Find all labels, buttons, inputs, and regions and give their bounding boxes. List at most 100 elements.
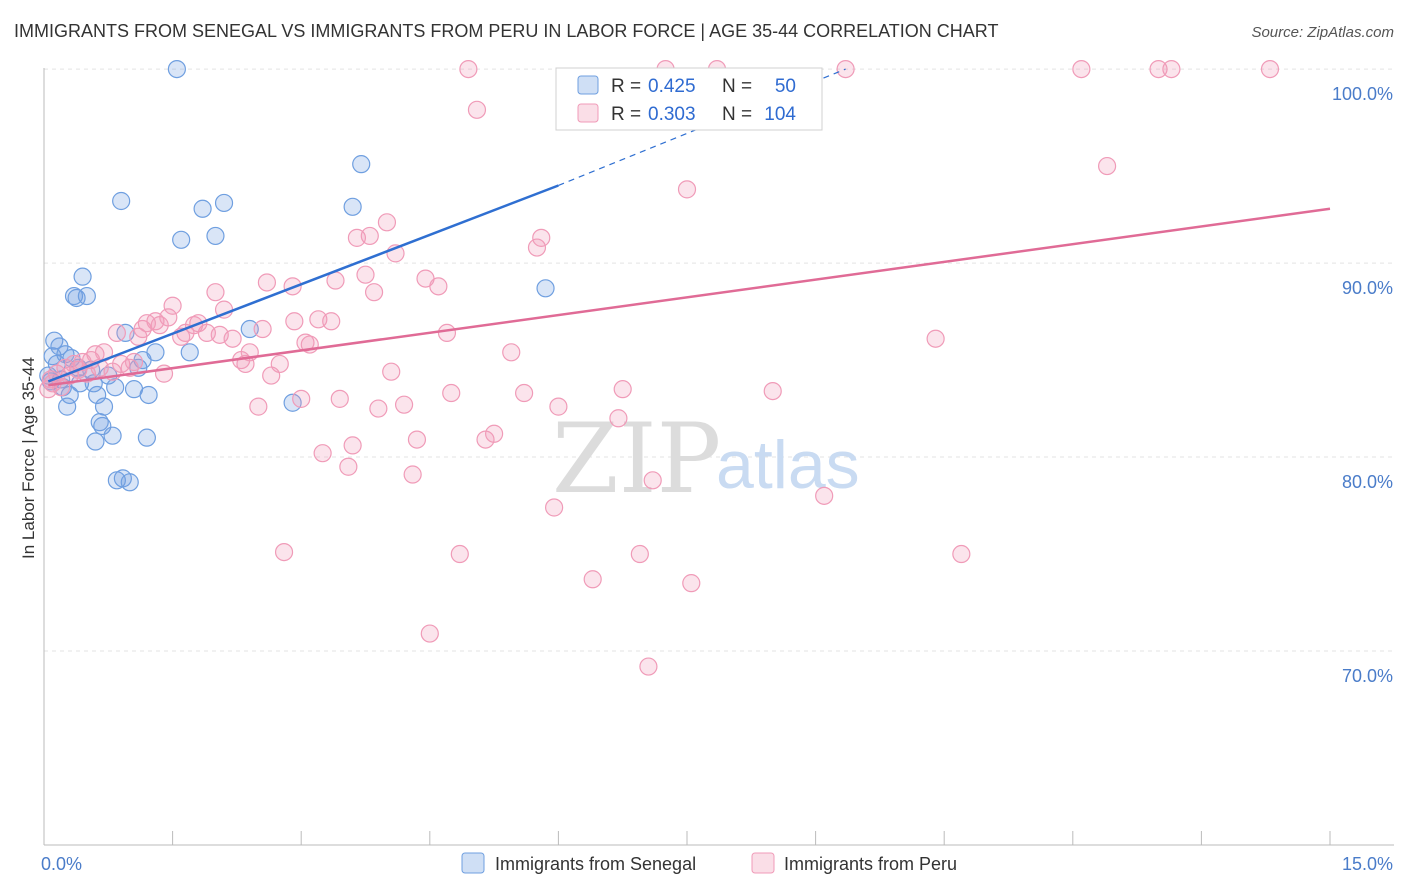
peru-point-74	[450, 544, 469, 564]
peru-point-53	[322, 312, 341, 331]
peru-point-70	[420, 624, 439, 643]
peru-point-85	[583, 570, 602, 589]
peru-point-95	[763, 381, 782, 401]
senegal-point-29	[112, 191, 131, 211]
peru-points	[39, 59, 1280, 676]
peru-point-68	[407, 430, 427, 449]
peru-point-76	[467, 100, 487, 119]
x-tick-label-0: 0.0%	[41, 854, 82, 874]
senegal-point-27	[106, 378, 125, 397]
source-label: Source: ZipAtlas.com	[1251, 24, 1394, 41]
peru-point-86	[609, 409, 628, 428]
peru-point-66	[394, 395, 414, 414]
peru-point-36	[223, 329, 242, 348]
peru-point-64	[382, 362, 401, 381]
legend-r-value-senegal: 0.425	[648, 76, 696, 97]
peru-point-56	[339, 457, 358, 476]
peru-point-26	[159, 308, 178, 327]
senegal-point-49	[536, 279, 555, 298]
peru-point-97	[815, 486, 834, 505]
senegal-point-39	[167, 59, 186, 79]
peru-point-81	[527, 238, 547, 257]
bottom-legend-swatch-peru	[751, 852, 775, 874]
y-tick-label-0: 100.0%	[1332, 84, 1393, 104]
peru-trend-line	[48, 207, 1331, 387]
axes	[43, 68, 1394, 846]
y-tick-label-2: 80.0%	[1342, 472, 1393, 492]
legend-swatch-peru	[577, 103, 599, 123]
peru-point-83	[545, 498, 564, 517]
legend-box: R = 0.425 N = 50 R = 0.303 N = 104	[555, 67, 823, 131]
senegal-point-45	[240, 319, 259, 339]
senegal-point-17	[77, 286, 96, 306]
senegal-point-46	[283, 393, 302, 412]
senegal-point-47	[343, 197, 362, 216]
peru-point-88	[630, 544, 649, 564]
legend-n-value-peru: 104	[764, 104, 796, 125]
peru-point-45	[274, 542, 294, 562]
peru-point-42	[257, 273, 277, 292]
bottom-legend-label-senegal: Immigrants from Senegal	[495, 854, 696, 874]
watermark: ZIP atlas	[552, 403, 860, 515]
senegal-points	[39, 59, 555, 492]
senegal-point-12	[64, 286, 84, 306]
peru-point-33	[206, 283, 225, 302]
legend-r-value-peru: 0.303	[648, 104, 696, 125]
peru-point-105	[1260, 59, 1280, 79]
peru-point-100	[952, 544, 971, 564]
legend-box-frame	[555, 67, 823, 131]
senegal-point-38	[146, 343, 165, 362]
peru-point-41	[253, 319, 272, 339]
legend-row-senegal: R = 0.425 N = 50	[577, 75, 796, 97]
peru-point-80	[515, 383, 534, 403]
peru-point-59	[356, 265, 375, 284]
senegal-point-26	[103, 426, 122, 445]
peru-point-44	[270, 354, 289, 374]
peru-point-84	[549, 397, 568, 416]
peru-point-67	[403, 465, 422, 484]
senegal-point-44	[214, 193, 234, 213]
peru-point-55	[330, 389, 349, 408]
peru-point-57	[343, 436, 362, 455]
peru-point-102	[1097, 156, 1117, 176]
senegal-point-40	[172, 230, 191, 249]
legend-swatch-senegal	[577, 75, 599, 95]
legend-row-peru: R = 0.303 N = 104	[577, 103, 796, 125]
senegal-trend-line	[47, 184, 559, 383]
senegal-point-9	[58, 397, 77, 416]
peru-point-73	[442, 383, 461, 403]
peru-point-52	[313, 444, 332, 463]
senegal-point-32	[120, 473, 139, 492]
x-tick-label-1: 15.0%	[1342, 854, 1393, 874]
peru-point-103	[1149, 59, 1168, 79]
y-axis-label: In Labor Force | Age 35-44	[19, 357, 38, 559]
y-tick-label-3: 70.0%	[1342, 666, 1393, 686]
peru-point-60	[360, 226, 379, 246]
peru-point-79	[502, 343, 521, 362]
watermark-zip: ZIP	[552, 403, 721, 515]
legend-n-label-senegal: N =	[722, 76, 752, 97]
y-tick-label-1: 90.0%	[1342, 278, 1393, 298]
legend-r-label-peru: R =	[611, 104, 641, 125]
peru-point-61	[364, 283, 384, 302]
senegal-point-20	[86, 432, 105, 451]
tick-labels: 100.0% 90.0% 80.0% 70.0% 0.0% 15.0%	[41, 84, 1393, 874]
senegal-point-43	[206, 226, 225, 246]
peru-point-87	[613, 380, 632, 399]
peru-point-72	[437, 323, 457, 343]
peru-point-47	[285, 312, 304, 331]
legend-n-value-senegal: 50	[775, 76, 796, 97]
peru-point-78	[485, 424, 504, 443]
bottom-legend-label-peru: Immigrants from Peru	[784, 854, 957, 874]
peru-point-101	[1072, 59, 1091, 79]
peru-point-48	[292, 389, 311, 408]
peru-point-92	[677, 180, 697, 199]
bottom-legend-item-peru[interactable]: Immigrants from Peru	[751, 852, 957, 874]
senegal-point-37	[139, 385, 158, 405]
bottom-legend-item-senegal[interactable]: Immigrants from Senegal	[461, 852, 696, 874]
peru-point-99	[926, 329, 945, 348]
peru-point-62	[369, 399, 388, 418]
peru-point-63	[377, 213, 397, 232]
peru-point-82	[532, 228, 551, 247]
